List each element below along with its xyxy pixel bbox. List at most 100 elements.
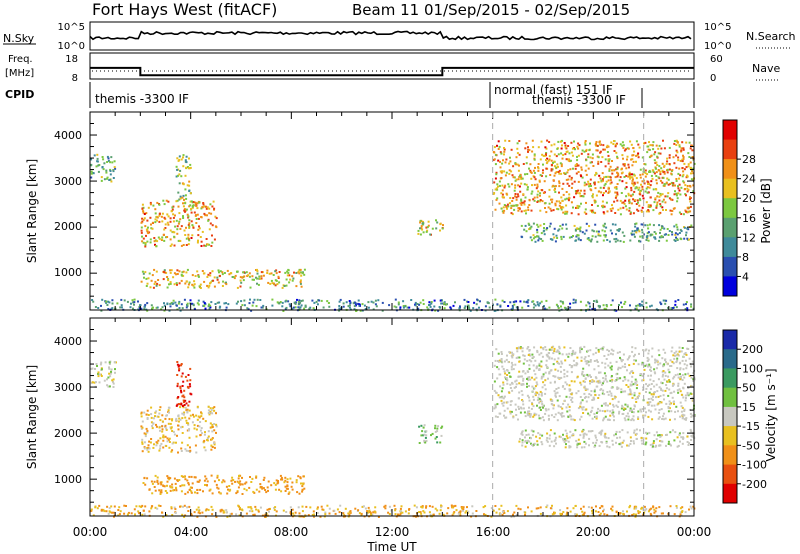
scatter-cell (594, 393, 597, 396)
scatter-cell (150, 416, 153, 419)
scatter-cell (467, 301, 470, 303)
scatter-cell (521, 399, 524, 401)
scatter-cell (286, 270, 289, 273)
scatter-cell (645, 201, 648, 204)
scatter-cell (604, 362, 607, 365)
scatter-cell (431, 227, 434, 230)
scatter-cell (563, 387, 566, 390)
scatter-cell (207, 435, 210, 438)
scatter-cell (588, 444, 590, 447)
scatter-cell (689, 205, 692, 208)
colorbar-tick-label: 24 (742, 173, 756, 186)
nave-tick-bottom: 0 (710, 73, 716, 84)
scatter-cell (149, 441, 152, 444)
scatter-cell (461, 507, 463, 510)
scatter-cell (567, 178, 570, 181)
scatter-cell (518, 440, 521, 443)
scatter-cell (655, 367, 658, 370)
scatter-cell (223, 272, 226, 274)
scatter-cell (184, 416, 187, 419)
scatter-cell (186, 166, 189, 168)
scatter-cell (187, 233, 190, 236)
scatter-cell (142, 509, 145, 512)
scatter-cell (162, 199, 165, 202)
scatter-cell (611, 413, 614, 416)
scatter-cell (659, 395, 662, 397)
scatter-cell (585, 362, 588, 365)
scatter-cell (638, 239, 640, 242)
scatter-cell (595, 149, 598, 152)
scatter-cell (673, 418, 676, 421)
scatter-cell (617, 229, 620, 232)
scatter-cell (101, 298, 104, 301)
scatter-cell (545, 228, 548, 231)
scatter-cell (178, 417, 181, 420)
scatter-cell (632, 411, 635, 414)
scatter-cell (184, 406, 187, 409)
scatter-cell (594, 200, 597, 203)
scatter-cell (542, 405, 545, 408)
scatter-cell (691, 144, 694, 147)
freq-tick-top: 18 (65, 54, 78, 65)
scatter-cell (176, 273, 179, 275)
scatter-cell (632, 415, 635, 418)
scatter-cell (222, 479, 225, 482)
scatter-cell (626, 431, 629, 434)
scatter-cell (534, 178, 537, 181)
scatter-cell (563, 399, 566, 402)
scatter-cell (394, 298, 397, 301)
scatter-cell (428, 303, 431, 306)
scatter-cell (515, 408, 517, 411)
scatter-cell (164, 227, 167, 229)
scatter-cell (622, 439, 625, 442)
scatter-cell (501, 365, 504, 368)
scatter-cell (677, 382, 680, 385)
scatter-cell (244, 482, 247, 485)
scatter-cell (667, 375, 670, 378)
scatter-cell (593, 199, 596, 202)
scatter-cell (611, 232, 613, 235)
scatter-cell (154, 280, 157, 283)
scatter-cell (583, 511, 586, 514)
scatter-cell (165, 271, 168, 274)
scatter-cell (646, 191, 649, 194)
scatter-cell (533, 346, 536, 349)
scatter-cell (530, 209, 533, 212)
scatter-cell (650, 174, 653, 177)
scatter-cell (196, 515, 199, 518)
scatter-cell (678, 346, 681, 349)
scatter-cell (185, 306, 188, 309)
scatter-cell (571, 353, 574, 356)
scatter-cell (606, 348, 609, 351)
scatter-cell (400, 510, 402, 513)
scatter-cell (678, 145, 681, 148)
scatter-cell (581, 176, 584, 179)
scatter-cell (218, 491, 221, 494)
scatter-cell (440, 504, 442, 507)
scatter-cell (552, 352, 555, 355)
scatter-cell (159, 505, 162, 507)
scatter-cell (185, 449, 188, 452)
scatter-cell (551, 201, 553, 204)
scatter-cell (229, 513, 232, 516)
scatter-cell (557, 369, 560, 372)
scatter-cell (188, 190, 191, 192)
scatter-cell (278, 488, 281, 491)
scatter-cell (606, 409, 609, 412)
scatter-cell (167, 215, 170, 218)
scatter-cell (546, 354, 549, 357)
scatter-cell (144, 505, 147, 508)
scatter-cell (558, 228, 561, 231)
scatter-cell (338, 305, 341, 307)
scatter-cell (512, 176, 515, 179)
scatter-cell (197, 239, 199, 242)
scatter-cell (177, 396, 180, 398)
scatter-cell (641, 374, 644, 377)
scatter-cell (659, 205, 662, 208)
scatter-cell (513, 208, 516, 211)
scatter-cell (622, 379, 625, 382)
scatter-cell (108, 179, 111, 181)
scatter-cell (630, 186, 633, 189)
scatter-cell (144, 303, 147, 306)
scatter-cell (597, 407, 600, 410)
